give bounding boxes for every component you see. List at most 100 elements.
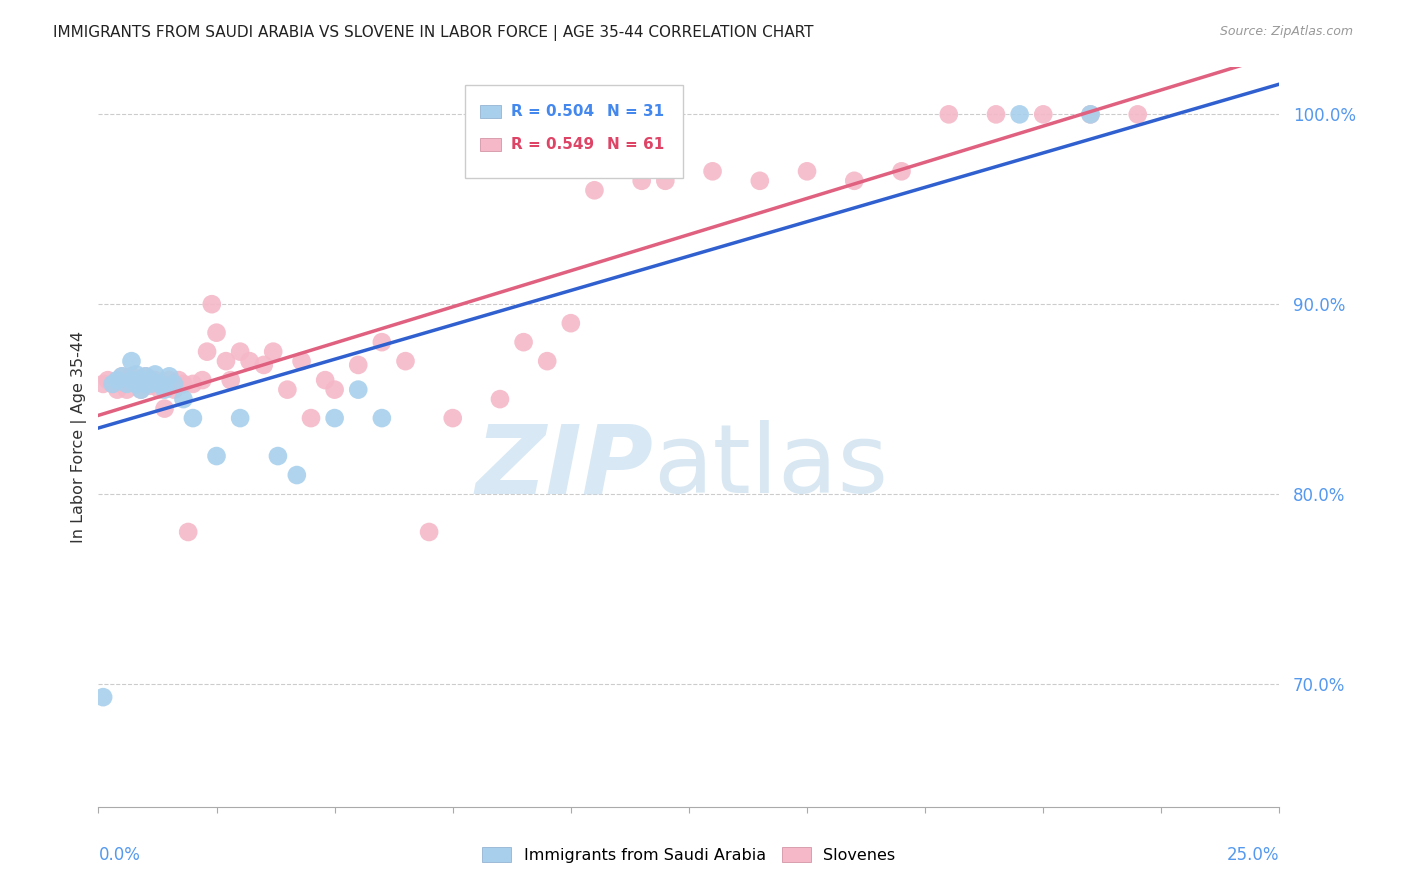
- FancyBboxPatch shape: [479, 138, 501, 152]
- Y-axis label: In Labor Force | Age 35-44: In Labor Force | Age 35-44: [72, 331, 87, 543]
- Point: [1080, 107, 1102, 121]
- Point: [135, 376, 157, 391]
- Point: [371, 335, 394, 350]
- Point: [149, 383, 172, 397]
- Point: [172, 376, 194, 391]
- Point: [125, 376, 148, 391]
- Point: [1126, 107, 1149, 121]
- Point: [105, 383, 128, 397]
- Point: [111, 369, 134, 384]
- Point: [607, 154, 630, 169]
- Point: [181, 411, 204, 425]
- Point: [371, 411, 394, 425]
- Point: [583, 183, 606, 197]
- Point: [105, 373, 128, 387]
- Point: [135, 376, 157, 391]
- Point: [938, 107, 960, 121]
- Point: [157, 373, 180, 387]
- Point: [135, 369, 157, 384]
- Point: [121, 354, 143, 368]
- Point: [748, 174, 770, 188]
- Point: [844, 174, 866, 188]
- Point: [125, 368, 148, 382]
- Point: [91, 690, 114, 705]
- Point: [560, 316, 582, 330]
- Text: 0.0%: 0.0%: [98, 847, 141, 864]
- Point: [394, 354, 416, 368]
- Point: [347, 383, 370, 397]
- Text: R = 0.504: R = 0.504: [510, 103, 593, 119]
- Point: [111, 369, 134, 384]
- Point: [1008, 107, 1031, 121]
- Point: [267, 449, 290, 463]
- Point: [239, 354, 262, 368]
- Point: [215, 354, 238, 368]
- Point: [143, 368, 166, 382]
- Point: [149, 376, 172, 391]
- Text: R = 0.549: R = 0.549: [510, 137, 593, 153]
- Point: [129, 373, 152, 387]
- Point: [285, 468, 308, 483]
- Point: [229, 411, 252, 425]
- Point: [139, 373, 162, 387]
- Point: [121, 369, 143, 384]
- FancyBboxPatch shape: [479, 104, 501, 118]
- Text: atlas: atlas: [654, 420, 889, 513]
- Point: [253, 358, 276, 372]
- Point: [97, 373, 120, 387]
- Point: [299, 411, 322, 425]
- Point: [262, 344, 284, 359]
- Point: [115, 383, 138, 397]
- Text: ZIP: ZIP: [475, 420, 654, 513]
- Point: [91, 376, 114, 391]
- Point: [111, 376, 134, 391]
- Point: [129, 383, 152, 397]
- FancyBboxPatch shape: [464, 86, 683, 178]
- Text: N = 61: N = 61: [607, 137, 665, 153]
- Point: [205, 449, 228, 463]
- Point: [101, 376, 124, 391]
- Legend: Immigrants from Saudi Arabia, Slovenes: Immigrants from Saudi Arabia, Slovenes: [475, 841, 903, 870]
- Text: IMMIGRANTS FROM SAUDI ARABIA VS SLOVENE IN LABOR FORCE | AGE 35-44 CORRELATION C: IMMIGRANTS FROM SAUDI ARABIA VS SLOVENE …: [53, 25, 814, 41]
- Point: [153, 401, 176, 416]
- Point: [177, 524, 200, 539]
- Point: [314, 373, 336, 387]
- Point: [181, 376, 204, 391]
- Point: [205, 326, 228, 340]
- Point: [654, 174, 676, 188]
- Point: [512, 335, 534, 350]
- Point: [229, 344, 252, 359]
- Point: [276, 383, 298, 397]
- Point: [290, 354, 312, 368]
- Point: [157, 369, 180, 384]
- Point: [139, 376, 162, 391]
- Point: [796, 164, 818, 178]
- Point: [139, 379, 162, 393]
- Point: [191, 373, 214, 387]
- Point: [984, 107, 1007, 121]
- Point: [163, 376, 186, 391]
- Text: 25.0%: 25.0%: [1227, 847, 1279, 864]
- Point: [1032, 107, 1054, 121]
- Point: [323, 383, 346, 397]
- Point: [135, 369, 157, 384]
- Point: [489, 392, 512, 406]
- Text: N = 31: N = 31: [607, 103, 665, 119]
- Point: [172, 392, 194, 406]
- Point: [1080, 107, 1102, 121]
- Point: [347, 358, 370, 372]
- Point: [890, 164, 912, 178]
- Point: [129, 383, 152, 397]
- Point: [167, 373, 190, 387]
- Point: [125, 376, 148, 391]
- Point: [115, 376, 138, 391]
- Point: [219, 373, 242, 387]
- Point: [143, 373, 166, 387]
- Point: [101, 376, 124, 391]
- Point: [630, 174, 652, 188]
- Point: [201, 297, 224, 311]
- Point: [121, 373, 143, 387]
- Point: [153, 383, 176, 397]
- Text: Source: ZipAtlas.com: Source: ZipAtlas.com: [1219, 25, 1353, 38]
- Point: [536, 354, 558, 368]
